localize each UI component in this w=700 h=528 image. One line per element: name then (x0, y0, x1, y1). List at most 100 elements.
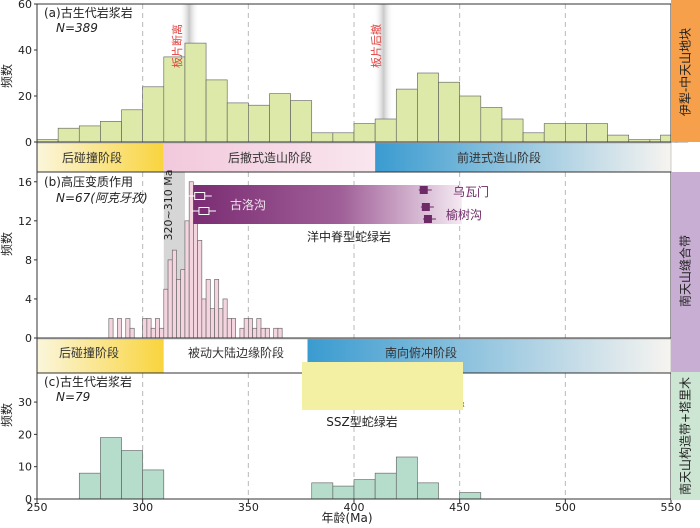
x-axis-label: 年龄(Ma) (321, 511, 372, 525)
side-strip-b (671, 172, 700, 372)
y-tick-label: 30 (18, 396, 32, 409)
histogram-bar (142, 469, 165, 500)
histogram-bar (226, 318, 232, 339)
y-tick-label: 20 (18, 428, 32, 441)
y-tick-label: 0 (25, 136, 32, 149)
y-tick-label: 40 (18, 44, 32, 57)
histogram-bar (184, 220, 190, 339)
ophiolite-marker (194, 192, 206, 200)
histogram-bar (586, 123, 608, 143)
histogram-bar (522, 132, 545, 143)
histogram-bar (311, 482, 334, 500)
stage-bands (36, 142, 672, 374)
histogram-bar (100, 121, 122, 143)
histogram-bar (197, 240, 203, 339)
histogram-bar (395, 88, 418, 143)
histogram-bar (311, 132, 334, 143)
histogram-bar (252, 327, 258, 339)
stage-b-3: 南向俯冲阶段 (385, 345, 457, 360)
histogram-bar (459, 492, 482, 500)
stage-band (37, 143, 164, 172)
y-tick-label: 8 (25, 254, 32, 267)
histogram-bar (78, 125, 101, 143)
histogram-bar (201, 298, 207, 339)
panel-b-ylabel: 频数 (0, 232, 14, 256)
annotation-slab-breakoff: 板片断离 (170, 24, 184, 68)
ophiolite-band (193, 185, 462, 224)
histogram-bar (607, 134, 630, 143)
histogram-bar (277, 327, 283, 339)
ophiolite-name-gulogou: 古洛沟 (230, 197, 266, 212)
panel-b-n: N=67(阿克牙孜) (56, 191, 148, 205)
histogram-bar (108, 318, 114, 339)
histogram-bar (117, 318, 122, 339)
panel-c-n: N=79 (56, 390, 90, 404)
y-tick-label: 0 (25, 493, 32, 506)
histogram-bar (129, 327, 135, 339)
histogram-bar (171, 249, 177, 339)
x-tick-label: 500 (555, 501, 576, 514)
stage-a-3: 前进式造山阶段 (457, 150, 541, 165)
x-tick-label: 450 (449, 501, 470, 514)
stage-band (163, 143, 376, 172)
panel-b-label: (b)高压变质作用 (44, 174, 133, 189)
histogram-bar (167, 259, 173, 339)
histogram-bar (332, 485, 355, 500)
histogram-bar (155, 318, 160, 339)
histogram-bar (231, 318, 236, 339)
histogram-bar (163, 56, 186, 143)
ophiolite-marker (419, 186, 428, 194)
ssz-label: SSZ型蛇绿岩 (326, 414, 397, 429)
histogram-bar (205, 79, 228, 143)
histogram-bar (193, 220, 198, 339)
x-tick-label: 550 (661, 501, 682, 514)
histogram-bar (209, 308, 215, 339)
x-tick-label: 350 (238, 501, 259, 514)
histogram-bar (121, 450, 143, 500)
ophiolite-marker (421, 203, 430, 211)
annotation-shadow (373, 4, 394, 122)
histogram-bar (417, 482, 439, 500)
histogram-bars (36, 42, 689, 500)
histogram-bar (264, 327, 270, 339)
histogram-bar (239, 327, 245, 339)
y-tick-label: 12 (18, 215, 32, 228)
histogram-bar (260, 327, 266, 339)
y-tick-label: 10 (18, 461, 32, 474)
ssz-box (302, 362, 463, 410)
histogram-bar (176, 279, 182, 339)
panel-c-ylabel: 频数 (0, 403, 14, 427)
ophiolite-name-wuwamen: 乌瓦门 (453, 184, 489, 199)
annotation-slab-rollback: 板片后撤 (369, 24, 383, 68)
histogram-bar (374, 472, 397, 500)
ophiolite-name-yushugou: 榆树沟 (446, 207, 482, 222)
side-label-b: 南天山缝合带 (678, 235, 693, 307)
x-tick-label: 300 (132, 501, 153, 514)
histogram-bar (180, 269, 186, 339)
side-strip-a (671, 0, 700, 142)
histogram-bar (125, 318, 131, 339)
histogram-bar (150, 327, 156, 339)
histogram-bar (459, 95, 482, 143)
histogram-bar (248, 318, 253, 339)
histogram-bar (57, 127, 80, 143)
histogram-bar (374, 118, 397, 143)
y-tick-label: 4 (25, 293, 32, 306)
histogram-bar (290, 100, 313, 143)
side-label-c: 南天山构造带+塔里木 (678, 377, 693, 495)
stage-band (163, 339, 308, 373)
panel-c-label: (c)古生代岩浆岩 (44, 374, 132, 389)
histogram-bar (222, 298, 228, 339)
panel-a-n: N=389 (56, 21, 98, 35)
histogram-bar (248, 104, 270, 143)
histogram-bar (565, 123, 587, 143)
histogram-bar (146, 318, 152, 339)
histogram-bar (273, 327, 279, 339)
stage-a-2: 后撤式造山阶段 (228, 150, 312, 165)
y-tick-label: 20 (18, 90, 32, 103)
histogram-bar (121, 109, 143, 143)
histogram-bar (214, 279, 220, 339)
histogram-bar (205, 279, 211, 339)
side-strip-c (671, 372, 700, 500)
